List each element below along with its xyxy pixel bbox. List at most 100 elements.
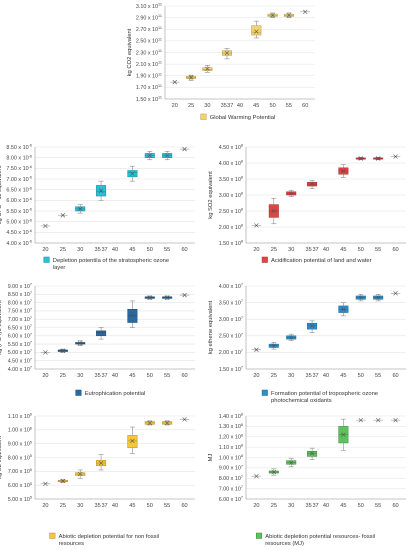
legend-swatch — [256, 532, 262, 539]
y-tick-label: 3.10 x 1011 — [136, 3, 162, 10]
y-tick-label: 2.50 x 108 — [219, 208, 243, 215]
box-50 — [144, 420, 155, 426]
y-tick-label: 8.00 x 107 — [219, 475, 243, 482]
y-tick-label: 1.10 x 108 — [219, 444, 243, 451]
x-tick-label: 60 — [392, 247, 398, 253]
y-tick-label: 2.30 x 1011 — [136, 49, 162, 56]
mean-marker — [60, 213, 66, 218]
box-60 — [179, 146, 190, 152]
y-tick-label: 5.00 x 10-6 — [6, 218, 32, 225]
box-55 — [373, 156, 384, 161]
mean-marker — [271, 208, 277, 214]
box-45 — [338, 418, 349, 451]
box-55 — [373, 417, 383, 423]
y-tick-label: 8.00 x 105 — [8, 454, 32, 461]
legend-label: resources — [59, 541, 85, 547]
box-50 — [356, 417, 366, 423]
y-tick-label: 2.50 x 107 — [219, 332, 243, 339]
x-tick-label: 30 — [288, 373, 294, 379]
x-tick-label: 35 — [94, 503, 100, 509]
x-tick-label: 60 — [302, 103, 308, 109]
y-tick-label: 1.90 x 1011 — [136, 72, 162, 79]
box-60 — [300, 9, 310, 15]
x-tick-label: 35 — [94, 373, 100, 379]
x-tick-label: 50 — [358, 503, 364, 509]
legend-label: Abiotic depletion potential for non foss… — [59, 534, 160, 540]
x-tick-label: 40 — [323, 247, 329, 253]
y-tick-label: 7.50 x 107 — [8, 308, 32, 315]
y-tick-label: 2.90 x 1011 — [136, 14, 162, 21]
mean-marker — [309, 181, 315, 187]
box-30 — [75, 469, 86, 479]
chart-panel-1: 1.50 x 1011 1.70 x 1011 1.90 x 1011 2.10 x … — [127, 3, 315, 121]
mean-marker — [271, 469, 277, 475]
mean-marker — [289, 191, 294, 196]
x-tick-label: 40 — [112, 503, 118, 509]
box-30 — [202, 65, 213, 73]
y-tick-label: 7.50 x 10-6 — [6, 165, 32, 172]
legend-label: Abiotic depletion potential resources- f… — [265, 534, 375, 540]
x-tick-label: 40 — [323, 503, 329, 509]
x-tick-label: 55 — [164, 373, 170, 379]
mean-marker — [147, 153, 152, 158]
x-tick-label: 45 — [129, 373, 135, 379]
box-50 — [144, 151, 155, 161]
legend-label: photochemical oxidants — [271, 398, 332, 404]
mean-marker — [309, 323, 315, 329]
x-tick-label: 20 — [253, 373, 259, 379]
y-tick-label: 2.00 x 108 — [219, 224, 243, 231]
mean-marker — [271, 343, 277, 348]
x-tick-label: 30 — [288, 247, 294, 253]
mean-marker — [341, 168, 346, 174]
mean-marker — [224, 50, 230, 56]
y-tick-label: 4.00 x 108 — [219, 160, 243, 167]
mean-marker — [164, 295, 170, 300]
y-tick-label: 1.50 x 1011 — [136, 96, 162, 103]
box-20 — [40, 223, 51, 229]
mean-marker — [98, 460, 104, 466]
x-tick-label: 20 — [42, 247, 48, 253]
y-tick-label: 4.50 x 107 — [8, 357, 32, 364]
box-30 — [75, 204, 86, 214]
mean-marker — [78, 341, 83, 346]
y-tick-label: 7.00 x 107 — [8, 316, 32, 323]
y-tick-label: 6.00 x 105 — [8, 482, 32, 489]
mean-marker — [393, 417, 398, 423]
x-tick-label: 45 — [340, 373, 346, 379]
mean-marker — [78, 206, 83, 212]
mean-marker — [358, 417, 363, 423]
y-axis-label: kg CFC - 11 equivalent — [0, 165, 3, 224]
y-axis-label: kg (PO4)3 equivalent — [0, 300, 3, 355]
x-tick-label: 20 — [253, 247, 259, 253]
box-36 — [96, 180, 107, 201]
y-axis-label: kg SO2 equivalent — [208, 171, 214, 219]
box-36 — [96, 327, 107, 340]
mean-marker — [164, 153, 170, 158]
x-tick-label: 55 — [286, 103, 292, 109]
y-tick-label: 3.50 x 107 — [219, 299, 243, 306]
legend-swatch — [261, 389, 268, 396]
x-tick-label: 50 — [269, 103, 275, 109]
y-tick-label: 5.50 x 107 — [8, 341, 32, 348]
box-36 — [307, 180, 318, 189]
x-tick-label: 37 — [312, 503, 318, 509]
mean-marker — [358, 295, 363, 300]
mean-marker — [172, 79, 177, 85]
mean-marker — [78, 471, 83, 477]
x-tick-label: 25 — [60, 503, 66, 509]
box-20 — [251, 223, 262, 228]
box-45 — [338, 164, 349, 178]
legend-label: Eutrophication potential — [85, 391, 146, 397]
y-tick-label: 8.50 x 107 — [8, 291, 32, 298]
y-tick-label: 4.00 x 107 — [8, 366, 32, 373]
box-36 — [307, 320, 318, 333]
legend-label: Depletion potentila of the stratospheric… — [53, 258, 169, 264]
box-20 — [40, 350, 51, 355]
box-60 — [390, 291, 401, 296]
y-tick-label: 6.50 x 10-6 — [6, 186, 32, 193]
x-tick-label: 25 — [271, 247, 277, 253]
y-tick-label: 1.70 x 1011 — [136, 84, 162, 91]
y-tick-label: 1.40 x 108 — [219, 413, 243, 420]
mean-marker — [303, 9, 308, 15]
mean-marker — [147, 295, 152, 300]
